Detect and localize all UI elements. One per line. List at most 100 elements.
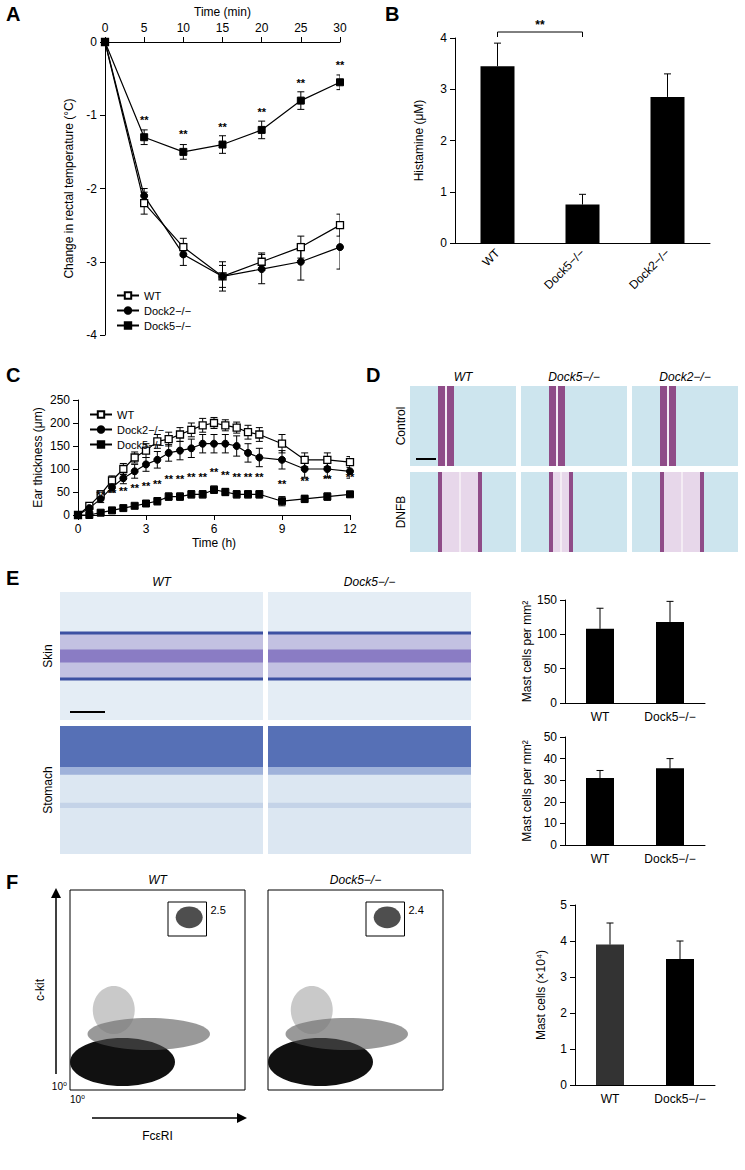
svg-text:Mast cells per mm²: Mast cells per mm² [520,601,534,702]
svg-text:WT: WT [152,575,172,589]
svg-text:**: ** [255,471,264,483]
svg-text:3: 3 [440,82,447,96]
svg-text:**: ** [96,489,105,501]
svg-text:B: B [385,3,399,25]
svg-text:**: ** [336,59,345,71]
svg-text:F: F [6,871,18,893]
svg-text:50: 50 [544,730,558,744]
svg-text:Dock2−/−: Dock2−/− [659,370,710,384]
svg-text:100: 100 [50,462,70,476]
svg-text:**: ** [198,471,207,483]
svg-text:WT: WT [601,1092,620,1106]
svg-text:12: 12 [343,522,357,536]
svg-text:40: 40 [544,752,558,766]
svg-text:**: ** [187,471,196,483]
svg-text:2.5: 2.5 [211,904,226,916]
svg-text:Dock5−/−: Dock5−/− [541,246,587,292]
svg-text:30: 30 [544,773,558,787]
svg-text:-2: -2 [86,182,97,196]
svg-text:-3: -3 [86,255,97,269]
svg-text:Dock2−/−: Dock2−/− [144,305,191,317]
svg-text:Dock5−/−: Dock5−/− [644,710,695,724]
svg-text:5: 5 [141,21,148,35]
svg-text:10: 10 [177,21,191,35]
svg-text:2: 2 [560,1006,567,1020]
svg-text:4: 4 [440,31,447,45]
svg-text:Dock5−/−: Dock5−/− [330,873,381,887]
svg-text:Dock5−/−: Dock5−/− [654,1092,705,1106]
svg-text:**: ** [164,473,173,485]
svg-text:Dock5−/−: Dock5−/− [344,575,395,589]
svg-text:FcεRI: FcεRI [142,1129,173,1143]
svg-text:Time (min): Time (min) [194,5,251,19]
svg-text:**: ** [176,473,185,485]
svg-text:**: ** [153,478,162,490]
svg-text:Ear thickness (μm): Ear thickness (μm) [31,407,45,507]
svg-text:Dock5−/−: Dock5−/− [144,320,191,332]
svg-text:3: 3 [143,522,150,536]
svg-text:WT: WT [148,873,168,887]
svg-text:0: 0 [63,508,70,522]
svg-text:50: 50 [544,662,558,676]
svg-text:0: 0 [550,838,557,852]
svg-text:Dock2−/−: Dock2−/− [117,424,164,436]
svg-text:100: 100 [537,627,557,641]
svg-text:0: 0 [102,21,109,35]
svg-text:WT: WT [117,409,134,421]
svg-text:WT: WT [144,290,161,302]
svg-text:WT: WT [591,852,610,866]
svg-text:1: 1 [440,185,447,199]
svg-text:200: 200 [50,416,70,430]
svg-text:**: ** [257,106,266,118]
svg-text:2: 2 [440,134,447,148]
svg-text:150: 150 [537,593,557,607]
svg-text:10: 10 [544,816,558,830]
svg-text:150: 150 [50,439,70,453]
svg-text:**: ** [244,471,253,483]
svg-text:**: ** [218,121,227,133]
svg-text:**: ** [179,128,188,140]
svg-text:20: 20 [255,21,269,35]
svg-text:Mast cells (×10⁴): Mast cells (×10⁴) [534,950,548,1040]
svg-text:2.4: 2.4 [409,904,424,916]
svg-text:**: ** [221,469,230,481]
svg-text:4: 4 [560,934,567,948]
svg-text:**: ** [140,114,149,126]
svg-text:20: 20 [544,795,558,809]
svg-text:0: 0 [440,236,447,250]
svg-text:Dock5−/−: Dock5−/− [117,439,164,451]
svg-text:10⁰: 10⁰ [70,1094,85,1105]
svg-text:WT: WT [591,710,610,724]
svg-text:**: ** [300,475,309,487]
svg-text:Dock2−/−: Dock2−/− [626,246,672,292]
svg-text:15: 15 [216,21,230,35]
svg-text:**: ** [232,471,241,483]
svg-text:**: ** [210,466,219,478]
svg-text:**: ** [142,480,151,492]
svg-text:Dock5−/−: Dock5−/− [548,370,599,384]
svg-text:5: 5 [560,898,567,912]
svg-text:Skin: Skin [41,644,55,667]
svg-text:**: ** [323,473,332,485]
svg-text:A: A [6,3,20,25]
svg-text:250: 250 [50,393,70,407]
svg-text:Dock5−/−: Dock5−/− [644,852,695,866]
svg-text:9: 9 [279,522,286,536]
svg-text:30: 30 [333,21,347,35]
svg-text:**: ** [130,482,139,494]
svg-text:C: C [6,364,20,386]
svg-text:Control: Control [394,407,408,446]
svg-text:**: ** [535,18,545,32]
svg-text:D: D [366,364,380,386]
svg-text:E: E [6,567,19,589]
svg-text:WT: WT [454,370,474,384]
svg-text:Stomach: Stomach [41,766,55,813]
svg-text:0: 0 [75,522,82,536]
svg-text:1: 1 [560,1042,567,1056]
svg-text:6: 6 [211,522,218,536]
svg-text:-1: -1 [86,108,97,122]
svg-text:WT: WT [479,246,503,270]
svg-text:DNFB: DNFB [394,496,408,529]
svg-text:10⁰: 10⁰ [52,1081,67,1092]
svg-text:0: 0 [550,696,557,710]
